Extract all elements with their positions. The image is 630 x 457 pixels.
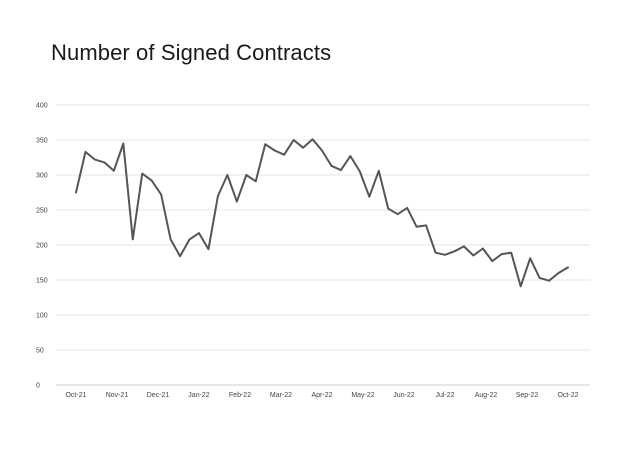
x-tick-label: Apr-22 [311, 392, 332, 399]
x-tick-label: Jan-22 [188, 392, 210, 399]
y-tick-label: 50 [36, 348, 44, 355]
series-layer [75, 138, 569, 288]
x-tick-label: Aug-22 [475, 392, 498, 399]
x-tick-label: May-22 [351, 392, 374, 399]
y-tick-label: 250 [36, 208, 48, 215]
x-tick-label: Sep-22 [516, 392, 539, 399]
y-tick-label: 0 [36, 383, 40, 390]
series-line [75, 138, 569, 288]
chart-title: Number of Signed Contracts [51, 40, 332, 65]
y-tick-label: 150 [36, 278, 48, 285]
y-tick-label: 100 [36, 313, 48, 320]
x-tick-label: Jul-22 [435, 392, 454, 399]
x-tick-label: Jun-22 [393, 392, 415, 399]
grid-lines [56, 104, 590, 386]
x-tick-label: Mar-22 [270, 392, 292, 399]
x-tick-label: Feb-22 [229, 392, 251, 399]
y-tick-label: 350 [36, 138, 48, 145]
y-tick-label: 400 [36, 103, 48, 110]
y-tick-label: 300 [36, 173, 48, 180]
x-tick-label: Dec-21 [147, 392, 170, 399]
x-tick-label: Nov-21 [106, 392, 129, 399]
x-axis-ticks: Oct-21 Nov-21 Dec-21 Jan-22 Feb-22 Mar-22 Apr-… [65, 392, 578, 399]
x-tick-label: Oct-21 [65, 392, 86, 399]
x-tick-label: Oct-22 [557, 392, 578, 399]
y-tick-label: 200 [36, 243, 48, 250]
y-axis-ticks: 0 50 100 150 200 250 300 350 400 [36, 103, 48, 390]
